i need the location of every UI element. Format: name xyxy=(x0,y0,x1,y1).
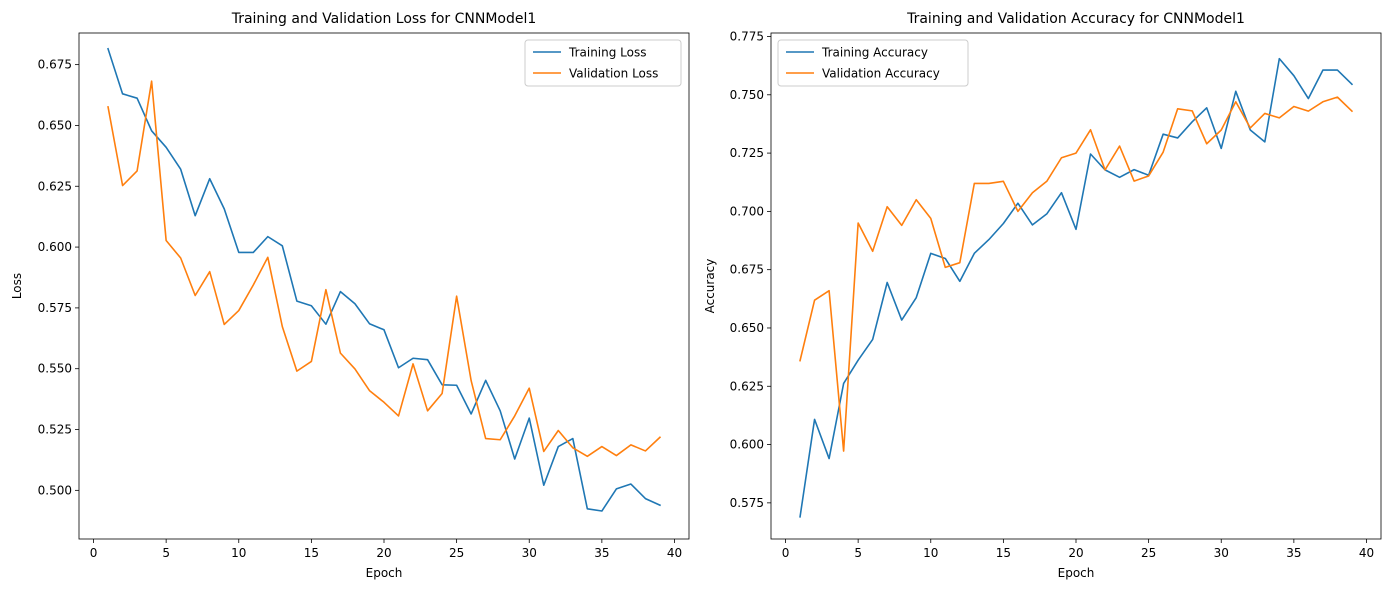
x-tick-label: 20 xyxy=(376,546,391,560)
x-tick-label: 5 xyxy=(854,546,862,560)
x-tick-label: 5 xyxy=(162,546,170,560)
chart-panel-2: Training and Validation Accuracy for CNN… xyxy=(703,11,1382,580)
plot-frame xyxy=(770,32,1382,540)
y-tick-label: 0.650 xyxy=(38,118,72,132)
chart-title: Training and Validation Loss for CNNMode… xyxy=(231,11,537,27)
legend-label: Training Accuracy xyxy=(821,46,928,60)
chart-title: Training and Validation Accuracy for CNN… xyxy=(906,11,1245,27)
x-tick-label: 30 xyxy=(1214,546,1229,560)
series-line-1 xyxy=(799,57,1354,518)
x-axis-label: Epoch xyxy=(366,566,403,580)
y-tick-label: 0.525 xyxy=(38,423,72,437)
y-tick-label: 0.700 xyxy=(730,204,764,218)
y-axis-label: Loss xyxy=(10,273,24,299)
legend-box xyxy=(524,39,682,87)
y-tick-label: 0.600 xyxy=(730,438,764,452)
legend-label: Training Loss xyxy=(568,46,646,60)
x-tick-label: 15 xyxy=(304,546,319,560)
y-tick-label: 0.675 xyxy=(730,263,764,277)
y-tick-label: 0.625 xyxy=(730,379,764,393)
series-line-2 xyxy=(799,96,1354,452)
y-tick-label: 0.625 xyxy=(38,179,72,193)
y-tick-label: 0.575 xyxy=(730,496,764,510)
x-tick-label: 35 xyxy=(594,546,609,560)
legend: Training Loss Validation Loss xyxy=(524,39,682,87)
x-tick-label: 35 xyxy=(1286,546,1301,560)
y-tick-label: 0.600 xyxy=(38,240,72,254)
x-tick-label: 10 xyxy=(923,546,938,560)
y-tick-label: 0.675 xyxy=(38,58,72,72)
y-tick-label: 0.550 xyxy=(38,362,72,376)
x-tick-label: 15 xyxy=(996,546,1011,560)
y-tick-label: 0.750 xyxy=(730,88,764,102)
y-tick-label: 0.500 xyxy=(38,483,72,497)
x-tick-label: 0 xyxy=(90,546,98,560)
y-tick-label: 0.650 xyxy=(730,321,764,335)
x-tick-label: 40 xyxy=(1359,546,1374,560)
y-tick-label: 0.725 xyxy=(730,146,764,160)
y-tick-label: 0.775 xyxy=(730,29,764,43)
y-axis-label: Accuracy xyxy=(703,259,717,314)
plot-frame xyxy=(78,32,690,540)
legend-box xyxy=(777,39,969,87)
y-tick-label: 0.575 xyxy=(38,301,72,315)
x-tick-label: 10 xyxy=(231,546,246,560)
legend-label: Validation Loss xyxy=(569,67,658,81)
x-tick-label: 20 xyxy=(1068,546,1083,560)
legend-label: Validation Accuracy xyxy=(822,67,940,81)
chart-panel-1: Training and Validation Loss for CNNMode… xyxy=(10,11,690,580)
x-tick-label: 25 xyxy=(449,546,464,560)
legend: Training Accuracy Validation Accuracy xyxy=(777,39,969,87)
series-line-2 xyxy=(107,80,662,458)
series-line-1 xyxy=(107,47,662,512)
x-tick-label: 25 xyxy=(1141,546,1156,560)
x-axis-label: Epoch xyxy=(1058,566,1095,580)
x-tick-label: 0 xyxy=(782,546,790,560)
x-tick-label: 40 xyxy=(667,546,682,560)
x-tick-label: 30 xyxy=(522,546,537,560)
